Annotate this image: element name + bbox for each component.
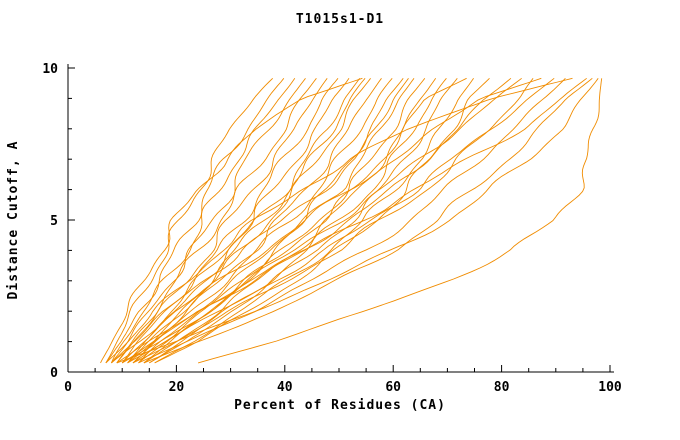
model-curve-model-11 xyxy=(132,78,382,364)
model-curve-model-32 xyxy=(100,77,363,364)
model-curve-model-26 xyxy=(138,77,566,364)
y-tick-label: 10 xyxy=(42,62,58,77)
model-curve-model-28 xyxy=(121,77,587,364)
model-curve-model-35 xyxy=(111,78,409,364)
x-tick-label: 0 xyxy=(64,380,72,395)
model-curve-model-18 xyxy=(149,78,458,364)
model-curve-model-14 xyxy=(138,78,415,364)
model-curve-model-02 xyxy=(105,78,285,364)
x-tick-label: 80 xyxy=(494,380,510,395)
model-curve-model-06 xyxy=(116,78,328,364)
x-tick-label: 100 xyxy=(598,380,622,395)
model-curve-model-30 xyxy=(197,78,603,364)
x-tick-label: 40 xyxy=(277,380,293,395)
model-curve-model-09 xyxy=(127,78,361,364)
chart-title: T1015s1-D1 xyxy=(295,12,385,27)
model-curve-model-03 xyxy=(110,78,296,364)
model-curve-model-25 xyxy=(127,77,555,364)
model-curve-model-10 xyxy=(127,78,371,364)
model-curve-model-34 xyxy=(132,77,467,364)
model-curve-model-21 xyxy=(121,77,512,364)
model-curve-model-04 xyxy=(111,78,306,364)
model-curve-model-19 xyxy=(154,78,474,364)
model-curve-model-20 xyxy=(154,77,490,364)
model-curve-model-22 xyxy=(132,78,534,364)
model-curve-model-33 xyxy=(127,78,366,364)
model-curve-model-07 xyxy=(121,78,339,364)
x-tick-label: 60 xyxy=(385,380,401,395)
y-tick-label: 0 xyxy=(50,366,58,381)
model-curve-model-12 xyxy=(132,78,393,364)
model-curve-model-31 xyxy=(116,78,599,364)
model-curve-model-24 xyxy=(111,77,542,364)
x-tick-label: 20 xyxy=(169,380,185,395)
model-curve-model-01 xyxy=(105,77,274,364)
model-curve-model-29 xyxy=(143,77,593,364)
model-curve-model-27 xyxy=(105,77,573,364)
x-axis-label: Percent of Residues (CA) xyxy=(234,398,446,413)
y-tick-label: 5 xyxy=(50,214,58,229)
model-curve-model-15 xyxy=(143,78,426,364)
